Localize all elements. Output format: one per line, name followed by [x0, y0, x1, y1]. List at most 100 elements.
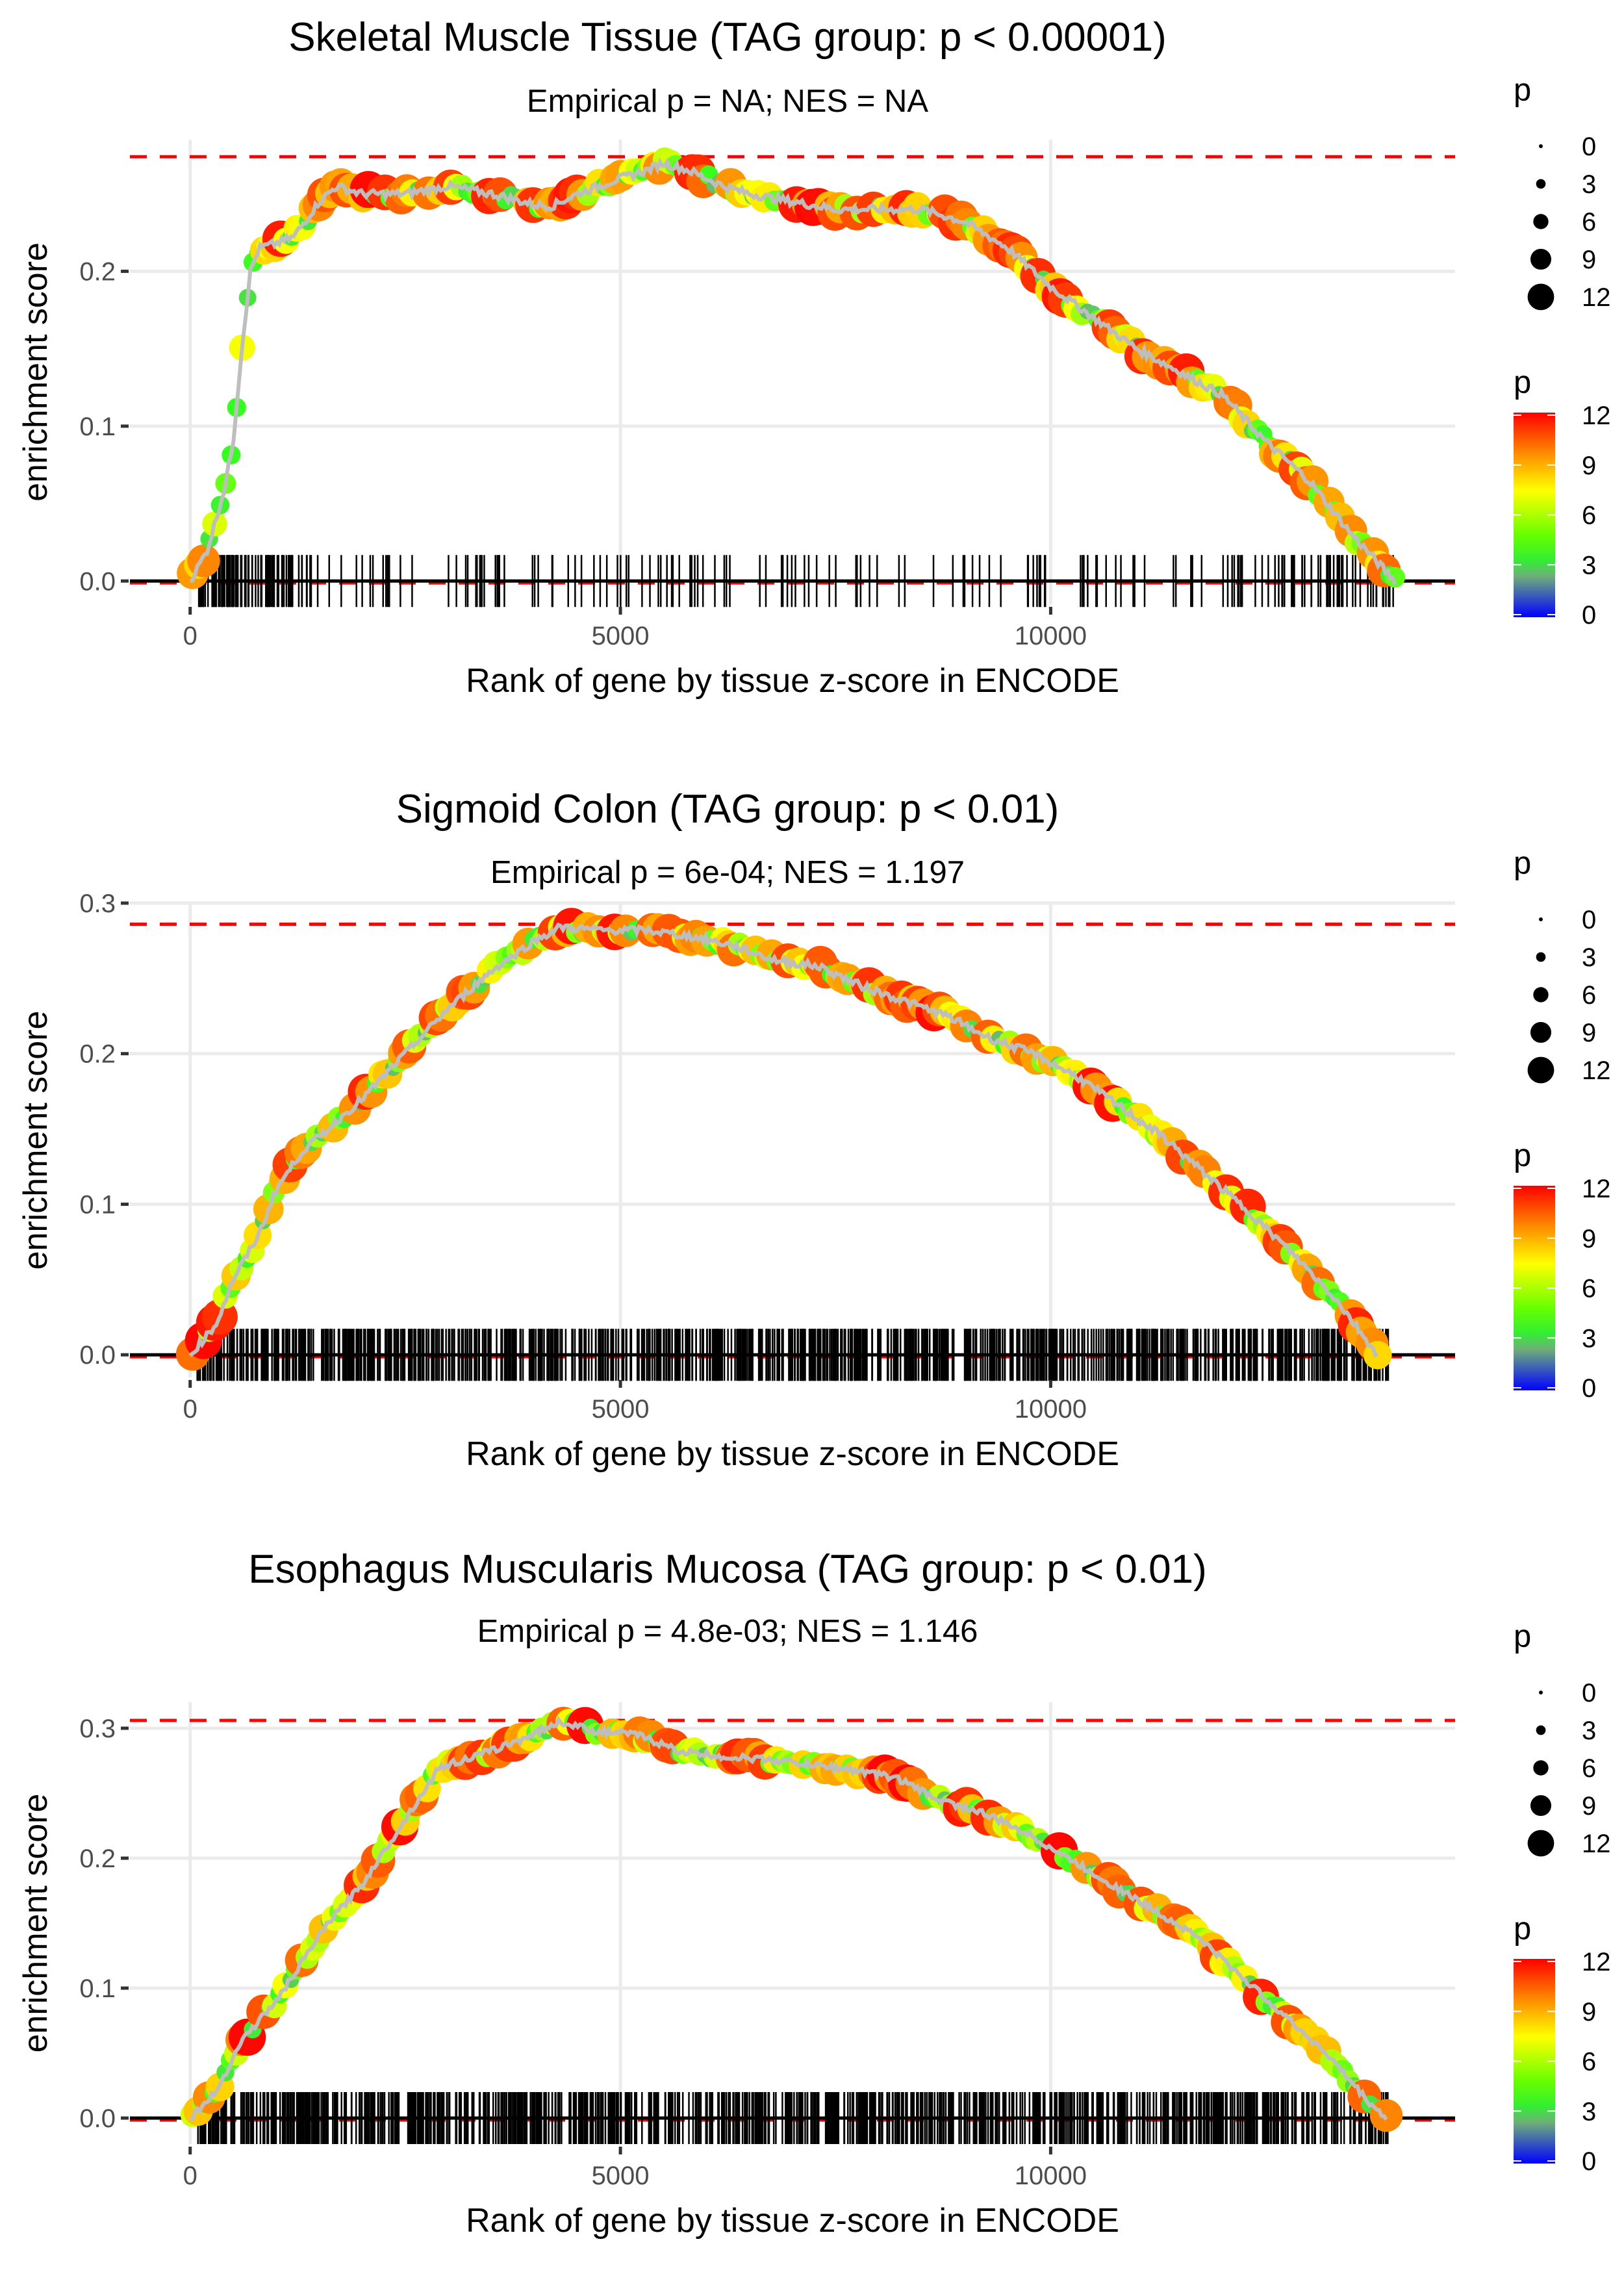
- color-legend-label: 3: [1582, 2097, 1596, 2126]
- size-legend-label: 9: [1582, 1019, 1596, 1047]
- size-legend-dot: [1533, 214, 1549, 229]
- chart-subtitle: Empirical p = 6e-04; NES = 1.197: [490, 855, 965, 890]
- size-legend-label: 9: [1582, 246, 1596, 274]
- x-axis-label: Rank of gene by tissue z-score in ENCODE: [466, 662, 1119, 700]
- y-tick-label: 0.0: [79, 1341, 116, 1370]
- data-point: [187, 544, 220, 578]
- x-tick-label: 0: [183, 1395, 197, 1424]
- size-legend-dot: [1533, 987, 1549, 1003]
- color-legend-title: p: [1514, 1138, 1531, 1173]
- color-legend-label: 0: [1582, 601, 1596, 630]
- y-axis-label: enrichment score: [17, 1794, 55, 2053]
- y-tick-label: 0.3: [79, 889, 116, 918]
- size-legend-dot: [1539, 917, 1543, 921]
- size-legend-dot: [1533, 1760, 1549, 1776]
- size-legend: p 0 3 6 9 12: [1514, 1619, 1611, 1858]
- x-tick-label: 10000: [1015, 2162, 1087, 2190]
- color-legend: p 12 9 6 3 0: [1514, 365, 1611, 630]
- chart-subtitle: Empirical p = NA; NES = NA: [526, 84, 929, 119]
- color-legend-title: p: [1514, 1911, 1531, 1947]
- color-legend: p 12 9 6 3 0: [1514, 1138, 1611, 1403]
- size-legend-title: p: [1514, 1619, 1531, 1654]
- x-axis-label: Rank of gene by tissue z-score in ENCODE: [466, 2202, 1119, 2240]
- y-tick-label: 0.1: [79, 1190, 116, 1219]
- color-legend-label: 0: [1582, 1374, 1596, 1403]
- x-tick-label: 10000: [1015, 1395, 1087, 1424]
- panel-esophagus-muscularis: Esophagus Muscularis Mucosa (TAG group: …: [0, 1527, 1624, 2274]
- size-legend-label: 12: [1582, 283, 1611, 312]
- x-tick-label: 10000: [1015, 622, 1087, 650]
- color-legend-label: 12: [1582, 1175, 1611, 1203]
- size-legend-dot: [1539, 1691, 1543, 1694]
- running-es-line: [189, 157, 1397, 585]
- y-axis-label: enrichment score: [17, 242, 55, 502]
- color-legend-label: 3: [1582, 551, 1596, 580]
- chart-title: Skeletal Muscle Tissue (TAG group: p < 0…: [288, 15, 1167, 60]
- data-point: [1369, 2099, 1403, 2132]
- points: [175, 908, 1392, 1371]
- color-legend-label: 9: [1582, 1998, 1596, 2026]
- points: [180, 1706, 1403, 2132]
- color-legend: p 12 9 6 3 0: [1514, 1911, 1611, 2176]
- color-legend-label: 9: [1582, 1225, 1596, 1253]
- size-legend-label: 3: [1582, 1717, 1596, 1745]
- size-legend-label: 0: [1582, 906, 1596, 934]
- chart-title: Esophagus Muscularis Mucosa (TAG group: …: [248, 1547, 1207, 1592]
- chart-subtitle: Empirical p = 4.8e-03; NES = 1.146: [477, 1614, 978, 1649]
- x-tick-label: 0: [183, 2162, 197, 2190]
- size-legend-dot: [1530, 1795, 1552, 1817]
- y-tick-label: 0.2: [79, 1040, 116, 1069]
- size-legend-title: p: [1514, 846, 1531, 881]
- size-legend-label: 0: [1582, 133, 1596, 161]
- chart-title: Sigmoid Colon (TAG group: p < 0.01): [396, 787, 1059, 832]
- size-legend-title: p: [1514, 73, 1531, 108]
- size-legend-dot: [1530, 248, 1552, 270]
- size-legend-label: 6: [1582, 208, 1596, 236]
- size-legend-label: 3: [1582, 170, 1596, 199]
- x-tick-label: 5000: [592, 2162, 650, 2190]
- color-legend-label: 0: [1582, 2147, 1596, 2176]
- size-legend-dot: [1539, 144, 1543, 148]
- points: [177, 147, 1406, 589]
- size-legend: p 0 3 6 9 12: [1514, 846, 1611, 1085]
- y-tick-label: 0.1: [79, 413, 116, 441]
- size-legend-label: 3: [1582, 943, 1596, 972]
- x-tick-label: 0: [183, 622, 197, 650]
- enrichment-plot: 0.0 0.1 0.2 0 5000 10000 Rank of gene by tissu…: [17, 73, 1611, 700]
- size-legend-dot: [1536, 179, 1546, 189]
- y-tick-label: 0.0: [79, 567, 116, 596]
- size-legend-dot: [1536, 952, 1546, 962]
- running-es-line: [188, 922, 1378, 1358]
- y-tick-label: 0.3: [79, 1715, 116, 1743]
- y-axis-label: enrichment score: [17, 1011, 55, 1270]
- y-tick-label: 0.2: [79, 1845, 116, 1873]
- size-legend-label: 6: [1582, 981, 1596, 1010]
- panel-sigmoid-colon: Sigmoid Colon (TAG group: p < 0.01) Empi…: [0, 760, 1624, 1527]
- size-legend-dot: [1536, 1725, 1546, 1735]
- size-legend-dot: [1527, 1830, 1554, 1857]
- size-legend-label: 6: [1582, 1754, 1596, 1783]
- y-tick-label: 0.0: [79, 2104, 116, 2133]
- size-legend: p 0 3 6 9 12: [1514, 73, 1611, 312]
- x-tick-label: 5000: [592, 1395, 650, 1424]
- enrichment-plot: 0.0 0.1 0.2 0.3 0 5000 10000 Rank of gene by ti…: [17, 846, 1611, 1473]
- size-legend-dot: [1527, 1056, 1554, 1084]
- x-tick-label: 5000: [592, 622, 650, 650]
- size-legend-label: 0: [1582, 1679, 1596, 1707]
- size-legend-dot: [1530, 1021, 1552, 1043]
- size-legend-label: 12: [1582, 1056, 1611, 1085]
- size-legend-label: 12: [1582, 1830, 1611, 1858]
- y-tick-label: 0.1: [79, 1974, 116, 2003]
- color-legend-label: 6: [1582, 502, 1596, 530]
- color-legend-label: 6: [1582, 2048, 1596, 2076]
- size-legend-label: 9: [1582, 1792, 1596, 1820]
- running-es-line: [189, 1715, 1388, 2122]
- color-legend-label: 3: [1582, 1324, 1596, 1353]
- color-legend-label: 9: [1582, 452, 1596, 480]
- panel-skeletal-muscle: Skeletal Muscle Tissue (TAG group: p < 0…: [0, 0, 1624, 760]
- enrichment-plot: 0.0 0.1 0.2 0.3 0 5000 10000 Rank of gene by ti…: [17, 1619, 1611, 2240]
- color-legend-label: 12: [1582, 402, 1611, 430]
- color-legend-label: 6: [1582, 1275, 1596, 1303]
- x-axis-label: Rank of gene by tissue z-score in ENCODE: [466, 1435, 1119, 1473]
- y-tick-label: 0.2: [79, 258, 116, 287]
